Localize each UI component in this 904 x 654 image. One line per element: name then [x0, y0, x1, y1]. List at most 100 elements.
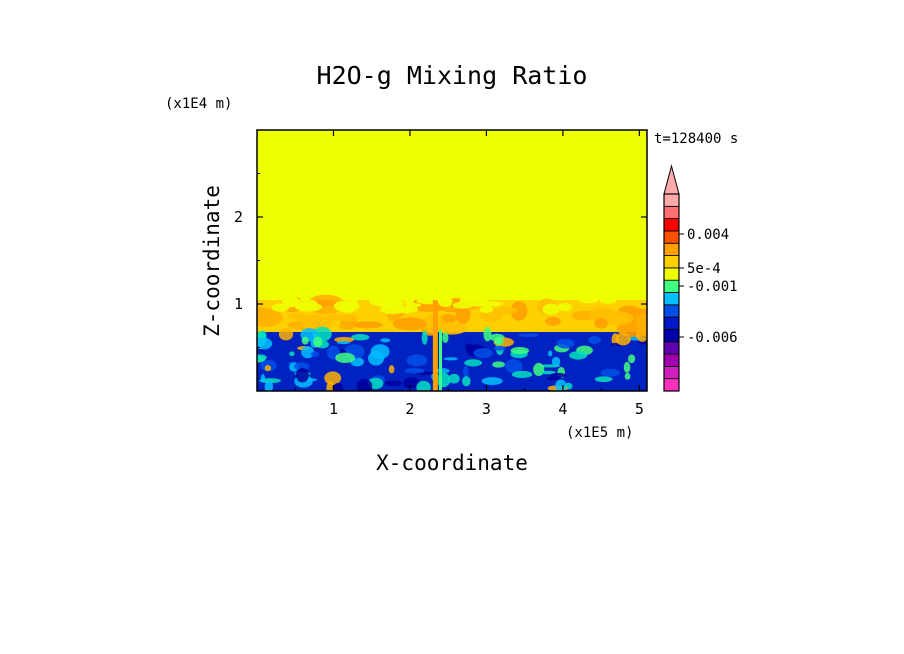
x-unit-label: (x1E5 m) — [566, 425, 633, 441]
field-blob — [628, 354, 636, 364]
field-blob — [452, 301, 473, 309]
field-blob — [463, 365, 469, 378]
colorbar: 0.004 5e-4 -0.001 -0.006 — [663, 164, 738, 392]
colorbar-frame — [663, 193, 680, 392]
field-blob — [448, 373, 460, 384]
field-blob — [294, 362, 310, 371]
time-label: t=128400 s — [654, 131, 738, 147]
field-blob — [504, 359, 523, 374]
field-blob — [442, 332, 449, 344]
field-blob — [483, 327, 492, 342]
field-blob — [600, 298, 617, 304]
colorbar-segment — [663, 242, 680, 256]
field-blob — [615, 332, 631, 346]
field-blob — [594, 317, 608, 329]
x-axis: 1 2 3 4 5 — [294, 130, 644, 418]
field-blob — [295, 368, 309, 383]
y-tick-label: 1 — [234, 295, 243, 313]
field-blob — [388, 365, 395, 374]
field-blob — [403, 295, 415, 306]
field-blob — [257, 354, 267, 361]
field-blob — [436, 322, 468, 335]
field-blob — [380, 305, 405, 315]
field-blob — [324, 371, 342, 385]
field-blob — [384, 380, 403, 387]
field-blob — [558, 302, 572, 312]
field-blob — [406, 354, 428, 367]
field-blob — [283, 295, 299, 308]
field-blob — [455, 305, 471, 325]
field-blob — [264, 365, 272, 372]
field-blob — [555, 379, 567, 391]
field-blob — [510, 347, 530, 355]
field-blob — [264, 380, 274, 391]
field-blob — [518, 333, 539, 337]
chart-title: H2O-g Mixing Ratio — [317, 61, 588, 90]
field-blob — [462, 376, 471, 387]
y-axis-label: Z-coordinate — [200, 185, 224, 337]
field-plume — [432, 300, 438, 391]
field-blob — [542, 303, 560, 315]
colorbar-label: 0.004 — [687, 227, 729, 243]
colorbar-extend-triangle — [663, 164, 680, 195]
field-blob — [349, 299, 359, 306]
field-blob — [416, 380, 431, 391]
field-blob — [403, 377, 421, 389]
x-tick-label: 3 — [482, 400, 491, 418]
colorbar-segment — [663, 205, 680, 220]
field-blob — [493, 345, 506, 351]
field-blob — [623, 361, 631, 373]
colorbar-segment — [663, 378, 680, 392]
field-blob — [481, 377, 503, 385]
colorbar-segment — [663, 267, 680, 281]
field-blob — [338, 322, 355, 330]
field-blob — [548, 350, 553, 357]
field-blob — [444, 296, 453, 305]
field-blob — [334, 336, 355, 343]
colorbar-segment — [663, 292, 680, 306]
field-blob — [335, 352, 356, 363]
field-blob — [404, 368, 425, 374]
field-blob — [257, 337, 273, 350]
field-blob — [313, 336, 323, 348]
field-blob — [549, 372, 567, 378]
colorbar-label: 5e-4 — [687, 261, 721, 277]
field-blob — [594, 376, 613, 383]
field-blob — [336, 340, 351, 345]
field-blob — [326, 381, 335, 391]
field-blob — [440, 313, 456, 324]
x-tick-label: 4 — [558, 400, 567, 418]
field-blob — [551, 356, 561, 367]
upper-layer — [257, 130, 647, 305]
field-blob — [260, 374, 266, 383]
field-blob — [579, 297, 599, 304]
field-blob — [464, 359, 482, 367]
field-blob — [293, 298, 318, 309]
colorbar-segment — [663, 365, 680, 380]
field-blob — [635, 313, 647, 330]
field-blob — [588, 335, 602, 345]
field-blob — [443, 357, 458, 361]
field-blob — [392, 317, 427, 331]
field-blob — [421, 330, 428, 345]
field-blob — [370, 344, 390, 360]
colorbar-segment — [663, 316, 680, 330]
field-blob — [301, 336, 309, 345]
x-axis-label: X-coordinate — [376, 451, 528, 475]
field-plot — [257, 130, 647, 391]
colorbar-segment — [663, 304, 680, 318]
y-axis: 12 — [234, 173, 647, 348]
colorbar-segment — [663, 255, 680, 269]
colorbar-segment — [663, 353, 680, 367]
field-blob — [624, 372, 631, 380]
colorbar-segment — [663, 341, 680, 355]
y-tick-label: 2 — [234, 208, 243, 226]
field-blob — [636, 327, 647, 342]
field-blob — [272, 303, 290, 312]
field-blob — [511, 370, 533, 379]
x-tick-label: 2 — [405, 400, 414, 418]
field-blob — [541, 370, 556, 375]
field-blob — [301, 315, 334, 331]
colorbar-label: -0.006 — [687, 330, 738, 346]
